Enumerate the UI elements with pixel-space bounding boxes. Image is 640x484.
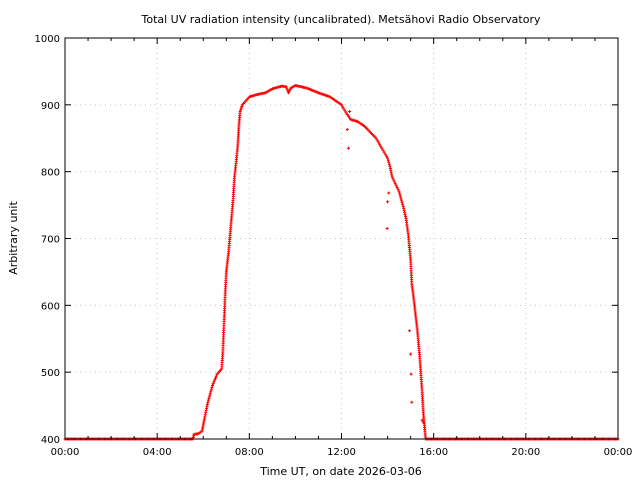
y-tick-label: 500 bbox=[41, 368, 60, 379]
data-point bbox=[384, 154, 388, 158]
data-point bbox=[343, 109, 347, 113]
outlier-point bbox=[345, 128, 349, 132]
data-point bbox=[287, 91, 291, 95]
data-point bbox=[382, 150, 386, 154]
data-point bbox=[376, 140, 380, 144]
data-point bbox=[211, 382, 215, 386]
outlier-point bbox=[420, 418, 424, 422]
data-point bbox=[375, 138, 379, 142]
data-point bbox=[379, 144, 383, 148]
data-point bbox=[209, 388, 213, 392]
outlier-point bbox=[410, 400, 414, 404]
data-point bbox=[208, 394, 212, 398]
outlier-point bbox=[387, 191, 391, 195]
data-point bbox=[387, 162, 391, 166]
data-point bbox=[340, 103, 343, 107]
data-point bbox=[288, 88, 292, 92]
data-point bbox=[398, 192, 402, 196]
data-point bbox=[213, 378, 217, 382]
x-tick-label: 08:00 bbox=[235, 447, 264, 458]
outlier-point bbox=[385, 226, 389, 230]
data-point bbox=[394, 183, 398, 187]
data-point bbox=[238, 110, 242, 114]
y-tick-label: 800 bbox=[41, 168, 60, 179]
x-tick-label: 00:00 bbox=[604, 447, 633, 458]
data-point bbox=[287, 89, 291, 93]
outlier-point bbox=[409, 352, 413, 356]
data-point bbox=[346, 114, 350, 118]
data-point bbox=[386, 156, 390, 160]
data-point bbox=[401, 204, 405, 208]
data-point bbox=[381, 148, 385, 152]
data-point bbox=[395, 186, 399, 190]
x-tick-label: 00:00 bbox=[51, 447, 80, 458]
y-axis-label: Arbitrary unit bbox=[7, 201, 20, 275]
outlier-point bbox=[407, 329, 411, 333]
data-point bbox=[342, 107, 346, 111]
data-point bbox=[344, 111, 348, 115]
chart-title: Total UV radiation intensity (uncalibrat… bbox=[141, 13, 541, 26]
data-point bbox=[210, 384, 214, 388]
data-point bbox=[397, 190, 401, 194]
outlier-point bbox=[348, 110, 352, 114]
data-point bbox=[214, 376, 218, 380]
x-tick-label: 12:00 bbox=[327, 447, 356, 458]
data-point bbox=[396, 188, 400, 192]
data-point bbox=[239, 108, 243, 112]
data-points bbox=[63, 83, 620, 441]
outlier-point bbox=[409, 372, 413, 376]
grid bbox=[65, 38, 618, 439]
y-tick-label: 600 bbox=[41, 301, 60, 312]
data-point bbox=[206, 400, 210, 404]
data-point bbox=[284, 85, 288, 89]
data-point bbox=[207, 396, 211, 400]
data-point bbox=[392, 179, 396, 183]
x-tick-label: 20:00 bbox=[511, 447, 540, 458]
data-point bbox=[214, 374, 218, 378]
data-point bbox=[239, 106, 243, 110]
data-point bbox=[391, 177, 395, 181]
data-point bbox=[390, 175, 394, 179]
data-point bbox=[374, 136, 378, 140]
data-point bbox=[378, 142, 382, 146]
y-tick-label: 700 bbox=[41, 235, 60, 246]
y-tick-label: 400 bbox=[41, 435, 60, 446]
x-axis-label: Time UT, on date 2026-03-06 bbox=[259, 465, 422, 478]
ticks: 00:00 04:00 08:00 12:00 16:00 20:00 00:0040050… bbox=[35, 34, 633, 458]
y-tick-label: 900 bbox=[41, 101, 60, 112]
data-point bbox=[398, 194, 402, 198]
data-point bbox=[212, 380, 216, 384]
data-point bbox=[401, 202, 405, 206]
data-point bbox=[285, 87, 289, 91]
y-tick-label: 1000 bbox=[35, 34, 60, 45]
data-point bbox=[387, 160, 391, 164]
data-point bbox=[399, 196, 403, 200]
data-point bbox=[210, 386, 214, 390]
x-tick-label: 04:00 bbox=[143, 447, 172, 458]
data-point bbox=[393, 181, 397, 185]
data-point bbox=[240, 105, 244, 109]
data-point bbox=[206, 398, 210, 402]
data-point bbox=[383, 152, 387, 156]
outlier-point bbox=[386, 200, 390, 204]
data-point bbox=[400, 200, 404, 204]
data-point bbox=[348, 116, 352, 120]
outlier-point bbox=[346, 146, 350, 150]
data-point bbox=[386, 158, 390, 162]
data-point bbox=[345, 113, 349, 117]
data-point bbox=[380, 146, 384, 150]
data-point bbox=[341, 105, 345, 109]
x-tick-label: 16:00 bbox=[419, 447, 448, 458]
data-point bbox=[209, 390, 213, 394]
outlier-point bbox=[421, 420, 425, 424]
data-point bbox=[208, 392, 212, 396]
data-point bbox=[399, 198, 403, 202]
